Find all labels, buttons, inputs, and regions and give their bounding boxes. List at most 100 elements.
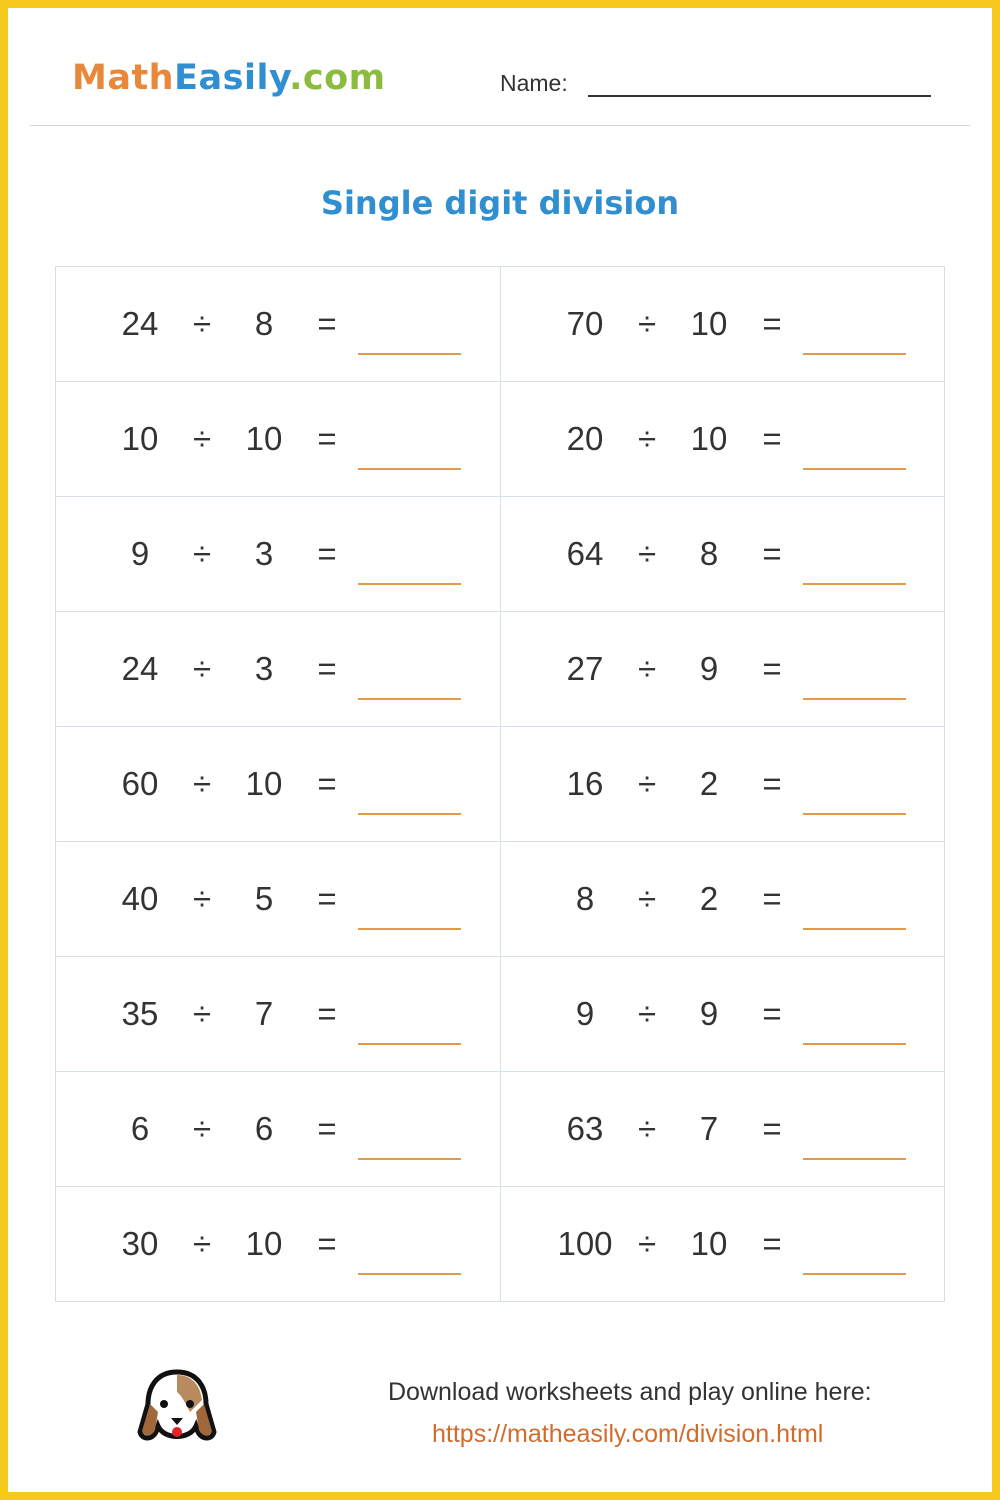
divide-sign: ÷ <box>192 1110 212 1147</box>
divide-sign: ÷ <box>637 650 657 687</box>
dividend: 20 <box>566 420 604 457</box>
divide-sign: ÷ <box>637 995 657 1032</box>
answer-blank[interactable] <box>803 813 906 815</box>
answer-blank[interactable] <box>803 1273 906 1275</box>
dividend: 64 <box>566 535 604 572</box>
answer-blank[interactable] <box>803 583 906 585</box>
equals-sign: = <box>762 650 782 687</box>
equals-sign: = <box>762 1110 782 1147</box>
divisor: 10 <box>690 1225 728 1262</box>
equals-sign: = <box>762 420 782 457</box>
divide-sign: ÷ <box>192 880 212 917</box>
dividend: 16 <box>566 765 604 802</box>
divide-sign: ÷ <box>192 650 212 687</box>
dividend: 9 <box>575 995 595 1032</box>
divide-sign: ÷ <box>192 765 212 802</box>
divisor: 10 <box>245 1225 283 1262</box>
answer-blank[interactable] <box>803 1158 906 1160</box>
dividend: 9 <box>130 535 150 572</box>
problem-cell: 6 ÷ 6 = <box>56 1072 500 1187</box>
divide-sign: ÷ <box>637 765 657 802</box>
answer-blank[interactable] <box>803 698 906 700</box>
problem-cell: 8 ÷ 2 = <box>500 842 944 957</box>
divisor: 6 <box>254 1110 274 1147</box>
divisor: 7 <box>254 995 274 1032</box>
divisor: 8 <box>254 305 274 342</box>
dividend: 35 <box>121 995 159 1032</box>
equals-sign: = <box>317 535 337 572</box>
divide-sign: ÷ <box>192 1225 212 1262</box>
problem-cell: 20 ÷ 10 = <box>500 382 944 497</box>
divisor: 3 <box>254 650 274 687</box>
problem-cell: 64 ÷ 8 = <box>500 497 944 612</box>
dividend: 8 <box>575 880 595 917</box>
logo-easily: Easily <box>174 58 290 98</box>
equals-sign: = <box>317 765 337 802</box>
name-field[interactable] <box>588 95 931 97</box>
dividend: 6 <box>130 1110 150 1147</box>
dividend: 60 <box>121 765 159 802</box>
equals-sign: = <box>317 420 337 457</box>
problem-cell: 10 ÷ 10 = <box>56 382 500 497</box>
problem-cell: 16 ÷ 2 = <box>500 727 944 842</box>
divisor: 9 <box>699 995 719 1032</box>
divider <box>30 125 970 126</box>
dividend: 30 <box>121 1225 159 1262</box>
problem-cell: 9 ÷ 9 = <box>500 957 944 1072</box>
equals-sign: = <box>317 305 337 342</box>
equals-sign: = <box>317 1225 337 1262</box>
answer-blank[interactable] <box>358 1043 461 1045</box>
dog-icon <box>137 1369 217 1441</box>
divisor: 7 <box>699 1110 719 1147</box>
answer-blank[interactable] <box>358 1158 461 1160</box>
equals-sign: = <box>762 1225 782 1262</box>
answer-blank[interactable] <box>358 813 461 815</box>
divide-sign: ÷ <box>637 535 657 572</box>
divisor: 10 <box>690 420 728 457</box>
equals-sign: = <box>317 1110 337 1147</box>
dividend: 10 <box>121 420 159 457</box>
divide-sign: ÷ <box>192 420 212 457</box>
equals-sign: = <box>762 880 782 917</box>
worksheet-page: MathEasily.com Name: Single digit divisi… <box>8 8 992 1492</box>
answer-blank[interactable] <box>803 1043 906 1045</box>
answer-blank[interactable] <box>803 468 906 470</box>
divisor: 5 <box>254 880 274 917</box>
divide-sign: ÷ <box>192 535 212 572</box>
divide-sign: ÷ <box>637 1110 657 1147</box>
divide-sign: ÷ <box>192 305 212 342</box>
dividend: 24 <box>121 650 159 687</box>
logo-com: .com <box>289 58 386 98</box>
problem-cell: 30 ÷ 10 = <box>56 1187 500 1302</box>
problem-cell: 27 ÷ 9 = <box>500 612 944 727</box>
page-title: Single digit division <box>320 184 680 222</box>
footer-link[interactable]: https://matheasily.com/division.html <box>432 1420 824 1448</box>
divisor: 3 <box>254 535 274 572</box>
answer-blank[interactable] <box>358 1273 461 1275</box>
problem-cell: 24 ÷ 8 = <box>56 267 500 382</box>
equals-sign: = <box>762 535 782 572</box>
answer-blank[interactable] <box>358 468 461 470</box>
dividend: 100 <box>557 1225 613 1262</box>
answer-blank[interactable] <box>358 353 461 355</box>
problem-cell: 60 ÷ 10 = <box>56 727 500 842</box>
problem-cell: 35 ÷ 7 = <box>56 957 500 1072</box>
divisor: 10 <box>690 305 728 342</box>
equals-sign: = <box>762 305 782 342</box>
divide-sign: ÷ <box>192 995 212 1032</box>
dividend: 70 <box>566 305 604 342</box>
equals-sign: = <box>317 880 337 917</box>
answer-blank[interactable] <box>803 928 906 930</box>
divisor: 8 <box>699 535 719 572</box>
name-label: Name: <box>500 70 568 96</box>
answer-blank[interactable] <box>358 698 461 700</box>
problem-cell: 100 ÷ 10 = <box>500 1187 944 1302</box>
answer-blank[interactable] <box>358 583 461 585</box>
answer-blank[interactable] <box>803 353 906 355</box>
divide-sign: ÷ <box>637 420 657 457</box>
problem-cell: 24 ÷ 3 = <box>56 612 500 727</box>
answer-blank[interactable] <box>358 928 461 930</box>
equals-sign: = <box>317 995 337 1032</box>
equals-sign: = <box>762 765 782 802</box>
problem-cell: 63 ÷ 7 = <box>500 1072 944 1187</box>
